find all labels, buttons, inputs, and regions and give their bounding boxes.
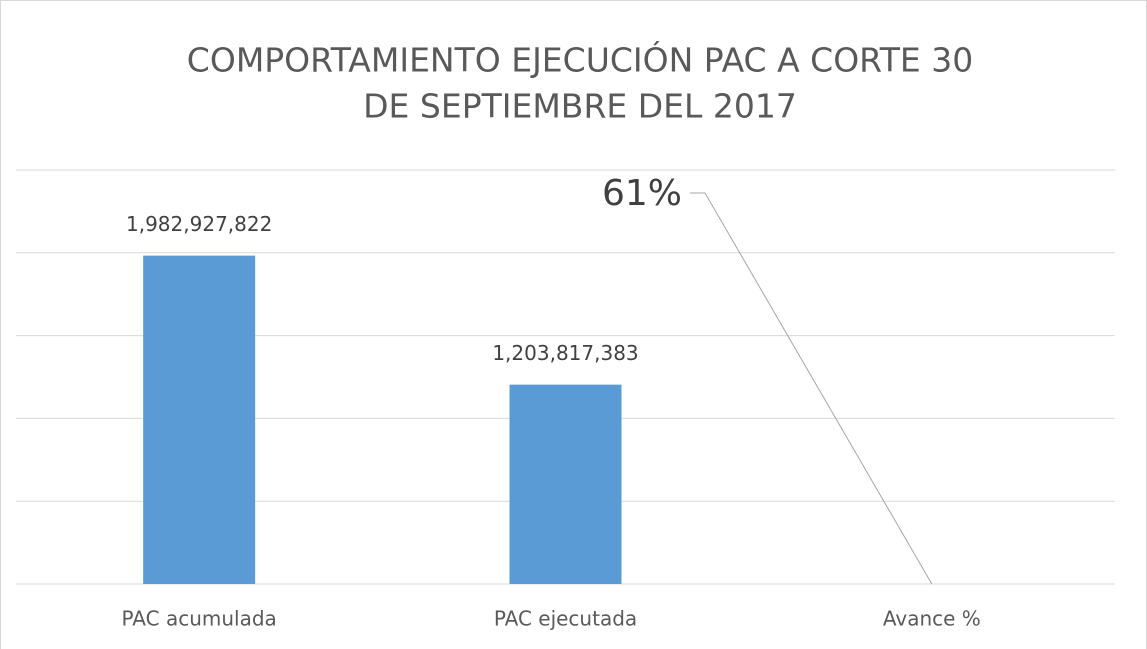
leader-line xyxy=(690,192,933,585)
chart-title: DE SEPTIEMBRE DEL 2017 xyxy=(363,87,797,126)
bar xyxy=(509,384,622,584)
bar xyxy=(143,255,256,585)
data-label: 1,203,817,383 xyxy=(492,341,638,365)
data-label: 1,982,927,822 xyxy=(126,212,272,236)
chart-title: COMPORTAMIENTO EJECUCIÓN PAC A CORTE 30 xyxy=(187,40,973,80)
x-tick-label: PAC acumulada xyxy=(122,607,277,631)
data-label: 61% xyxy=(602,173,682,214)
x-tick-label: PAC ejecutada xyxy=(494,607,637,631)
x-tick-label: Avance % xyxy=(883,607,981,631)
